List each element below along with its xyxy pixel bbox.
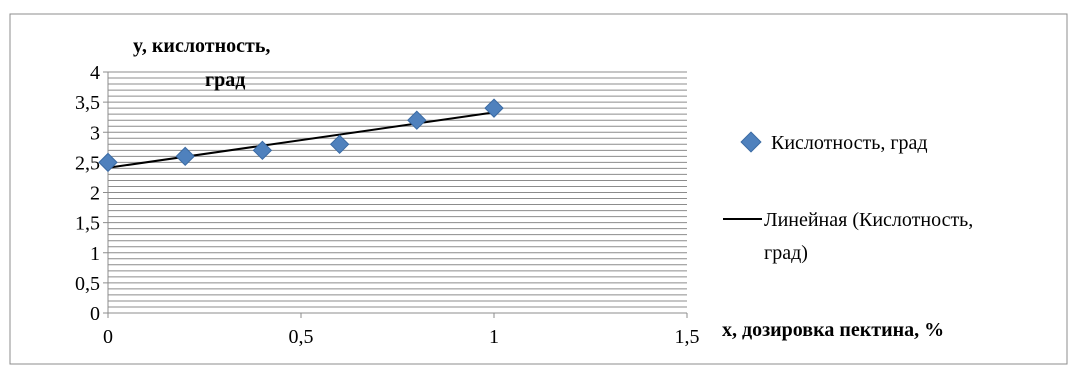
data-point — [175, 146, 195, 167]
y-tick-label: 1 — [90, 243, 100, 265]
x-axis-title: x, дозировка пектина, % — [722, 319, 944, 341]
data-point — [98, 152, 118, 173]
legend-label-trendline-line2: град) — [764, 242, 808, 264]
x-tick-label: 0 — [103, 326, 113, 348]
gridlines — [108, 71, 687, 308]
y-tick-label: 0,5 — [75, 273, 100, 295]
y-tick-label: 3 — [90, 122, 100, 144]
axes — [103, 71, 688, 318]
y-tick-label: 4 — [90, 62, 100, 84]
y-axis-title-line2: град — [205, 69, 245, 91]
x-tick-label: 1,5 — [675, 326, 700, 348]
y-tick-label: 3,5 — [75, 92, 100, 114]
data-points — [98, 98, 504, 173]
legend-marker-diamond — [740, 131, 762, 153]
legend-label-trendline-line1: Линейная (Кислотность, — [764, 209, 973, 231]
data-point — [484, 98, 504, 118]
tick-labels: 0 0,5 1 1,5 2 2,5 3 3,5 4 0 0,5 1 1,5 — [75, 62, 700, 348]
trendline — [107, 111, 495, 169]
y-tick-label: 1,5 — [75, 213, 100, 235]
chart-border — [9, 13, 1068, 365]
y-axis-title-line1: y, кислотность, — [133, 35, 270, 57]
data-point — [252, 140, 273, 161]
x-tick-label: 1 — [489, 326, 499, 348]
trendline-layer — [107, 111, 495, 169]
y-tick-label: 0 — [90, 303, 100, 325]
y-tick-label: 2 — [90, 183, 100, 205]
data-point — [407, 110, 427, 130]
x-tick-label: 0,5 — [289, 326, 314, 348]
data-point — [329, 134, 350, 155]
legend-label-series: Кислотность, град — [771, 132, 928, 154]
legend: Кислотность, град Линейная (Кислотность,… — [723, 131, 973, 264]
y-tick-label: 2,5 — [75, 152, 100, 174]
